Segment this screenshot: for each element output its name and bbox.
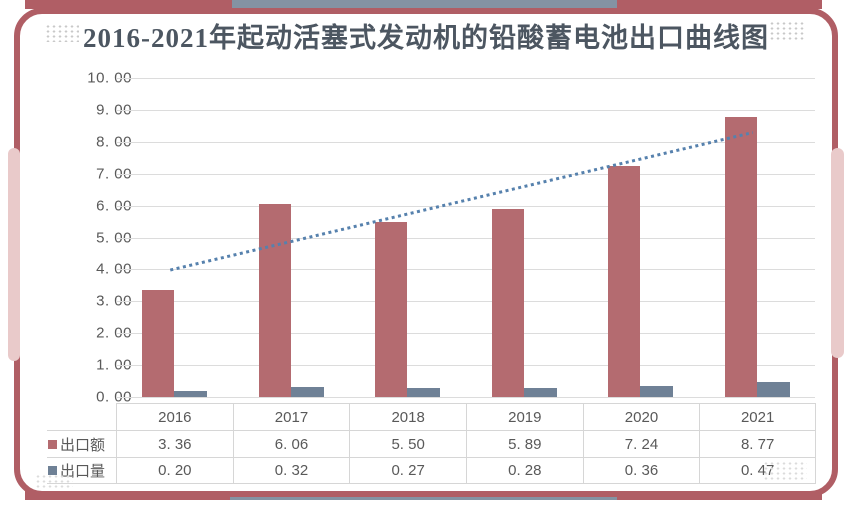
bar-出口额-2019 [492,209,524,397]
bar-出口额-2020 [608,166,640,397]
y-tick-label: 6. 00 [96,197,132,215]
table-cell-出口额-2020: 7. 24 [582,430,700,457]
table-cell-出口量-2018: 0. 27 [349,457,466,484]
table-corner-cell [47,403,116,430]
bar-出口额-2016 [142,290,174,397]
gridline [116,142,815,143]
dot-grid-decoration-top-left [45,24,79,42]
bar-出口量-2016 [174,391,207,397]
data-table: 2016 2017 2018 2019 2020 2021 出口额 3. 36 6. 06 5. … [47,403,816,484]
y-tick-label: 1. 00 [96,356,132,374]
table-cell-出口量-2016: 0. 20 [116,457,233,484]
left-side-tab-decoration [8,148,20,361]
legend-swatch-出口额 [48,439,57,449]
bar-出口量-2021 [757,382,790,397]
legend-label: 出口额 [60,436,106,454]
bar-出口额-2017 [259,204,291,397]
table-header-2016: 2016 [116,403,233,430]
gridline [116,397,815,398]
table-cell-出口额-2019: 5. 89 [465,430,583,457]
bar-出口量-2019 [524,388,557,397]
y-tick-label: 7. 00 [96,165,132,183]
dot-grid-decoration-bottom-right [763,461,807,480]
y-tick-label: 8. 00 [96,133,132,151]
gridline [116,238,815,239]
table-header-2020: 2020 [582,403,700,430]
bar-出口量-2018 [407,388,440,397]
bar-出口量-2020 [640,386,673,397]
table-header-2017: 2017 [232,403,350,430]
bar-出口额-2021 [725,117,757,397]
table-cell-出口额-2016: 3. 36 [116,430,233,457]
gridline [116,174,815,175]
legend-cell-出口额: 出口额 [47,430,116,457]
top-border-strip [25,0,822,9]
legend-swatch-出口量 [48,466,57,475]
gridline [116,301,815,302]
y-tick-label: 2. 00 [96,324,132,342]
bar-出口量-2017 [291,387,324,397]
table-header-2021: 2021 [699,403,816,430]
table-cell-出口量-2017: 0. 32 [232,457,350,484]
plot-area [116,78,815,398]
y-tick-label: 0. 00 [96,388,132,406]
y-tick-label: 5. 00 [96,229,132,247]
table-cell-出口额-2018: 5. 50 [349,430,466,457]
table-header-2019: 2019 [465,403,583,430]
y-axis: 10. 00 9. 00 8. 00 7. 00 6. 00 5. 00 4. 00 3. 0… [56,70,132,406]
y-tick-label: 10. 00 [87,69,132,87]
top-border-accent-segment [232,0,617,9]
gridline [116,365,815,366]
gridline [116,110,815,111]
bar-出口额-2018 [375,222,407,397]
gridline [116,206,815,207]
gridline [116,78,815,79]
chart-title: 2016-2021年起动活塞式发动机的铅酸蓄电池出口曲线图 [83,23,769,53]
y-tick-label: 4. 00 [96,260,132,278]
y-tick-label: 9. 00 [96,101,132,119]
table-cell-出口量-2020: 0. 36 [582,457,700,484]
table-cell-出口额-2021: 8. 77 [699,430,816,457]
trendline-dotted [169,131,754,272]
gridline [116,269,815,270]
dot-grid-decoration-bottom-left [35,474,73,488]
dot-grid-decoration-top-right [769,21,804,40]
y-tick-label: 3. 00 [96,292,132,310]
table-cell-出口量-2019: 0. 28 [465,457,583,484]
table-cell-出口额-2017: 6. 06 [232,430,350,457]
gridline [116,333,815,334]
table-header-2018: 2018 [349,403,466,430]
right-side-tab-decoration [831,148,844,358]
